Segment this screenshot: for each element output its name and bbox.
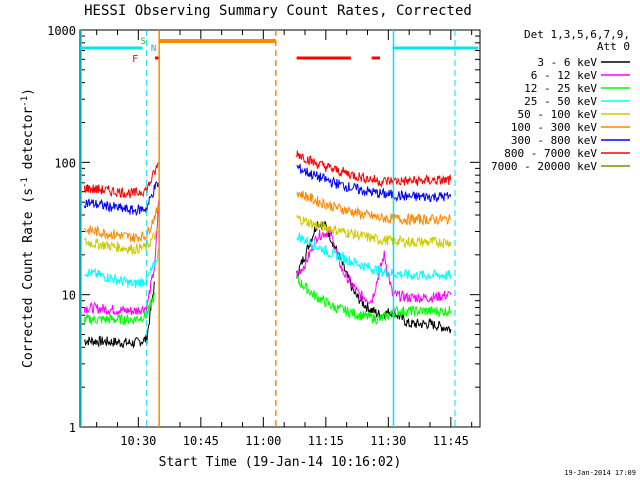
y-axis-label: Corrected Count Rate (s-1 detector-1): [20, 88, 36, 368]
y-axis-label-main: Corrected Count Rate (s: [21, 188, 36, 368]
chart-title: HESSI Observing Summary Count Rates, Cor…: [84, 3, 472, 19]
legend-label: 3 - 6 keV: [537, 56, 597, 69]
x-tick-label: 10:30: [120, 434, 156, 448]
x-tick-label: 11:15: [308, 434, 344, 448]
legend-label: 12 - 25 keV: [524, 82, 597, 95]
legend-label: 7000 - 20000 keV: [491, 160, 597, 173]
n-flag-label: N: [151, 44, 156, 54]
x-axis-label: Start Time (19-Jan-14 10:16:02): [159, 455, 402, 470]
legend-label: 25 - 50 keV: [524, 95, 597, 108]
series-line: [84, 190, 451, 243]
y-tick-label: 1: [69, 421, 76, 435]
x-tick-label: 11:45: [433, 434, 469, 448]
series-line: [83, 200, 452, 316]
legend-label: 300 - 800 keV: [511, 134, 597, 147]
s-flag-label: S: [141, 37, 146, 47]
x-tick-label: 11:00: [245, 434, 281, 448]
legend-header-line-1: Det 1,3,5,6,7,9,: [524, 28, 630, 41]
series-line: [84, 232, 452, 289]
y-axis: 1 10 100 1000: [47, 24, 480, 435]
y-tick-label: 1000: [47, 24, 76, 38]
y-axis-label-mid: detector: [21, 107, 36, 178]
footer-date: 19-Jan-2014 17:09: [564, 469, 636, 477]
f-flag-label: F: [132, 54, 138, 65]
y-axis-label-sup1: -1: [20, 177, 30, 188]
series-line: [83, 163, 452, 216]
y-axis-label-sup2: -1: [20, 96, 30, 107]
x-tick-label: 10:45: [183, 434, 219, 448]
plot-frame: [79, 29, 481, 428]
x-tick-label: 11:30: [370, 434, 406, 448]
legend-label: 50 - 100 keV: [518, 108, 598, 121]
legend-label: 6 - 12 keV: [531, 69, 598, 82]
y-axis-label-end: ): [21, 88, 36, 96]
series-lines: [83, 150, 452, 349]
y-tick-label: 10: [62, 289, 76, 303]
series-line: [83, 221, 452, 349]
series-line: [83, 150, 452, 199]
flag-bars: SN F: [80, 37, 478, 65]
y-tick-label: 100: [54, 156, 76, 170]
series-line: [83, 274, 452, 327]
legend-label: 800 - 7000 keV: [504, 147, 597, 160]
vertical-markers: [80, 30, 456, 427]
legend-label: 100 - 300 keV: [511, 121, 597, 134]
x-axis: 10:30 10:45 11:00 11:15 11:30 11:45: [96, 30, 473, 448]
legend-header-line-2: Att 0: [597, 40, 630, 53]
series-line: [83, 214, 452, 255]
